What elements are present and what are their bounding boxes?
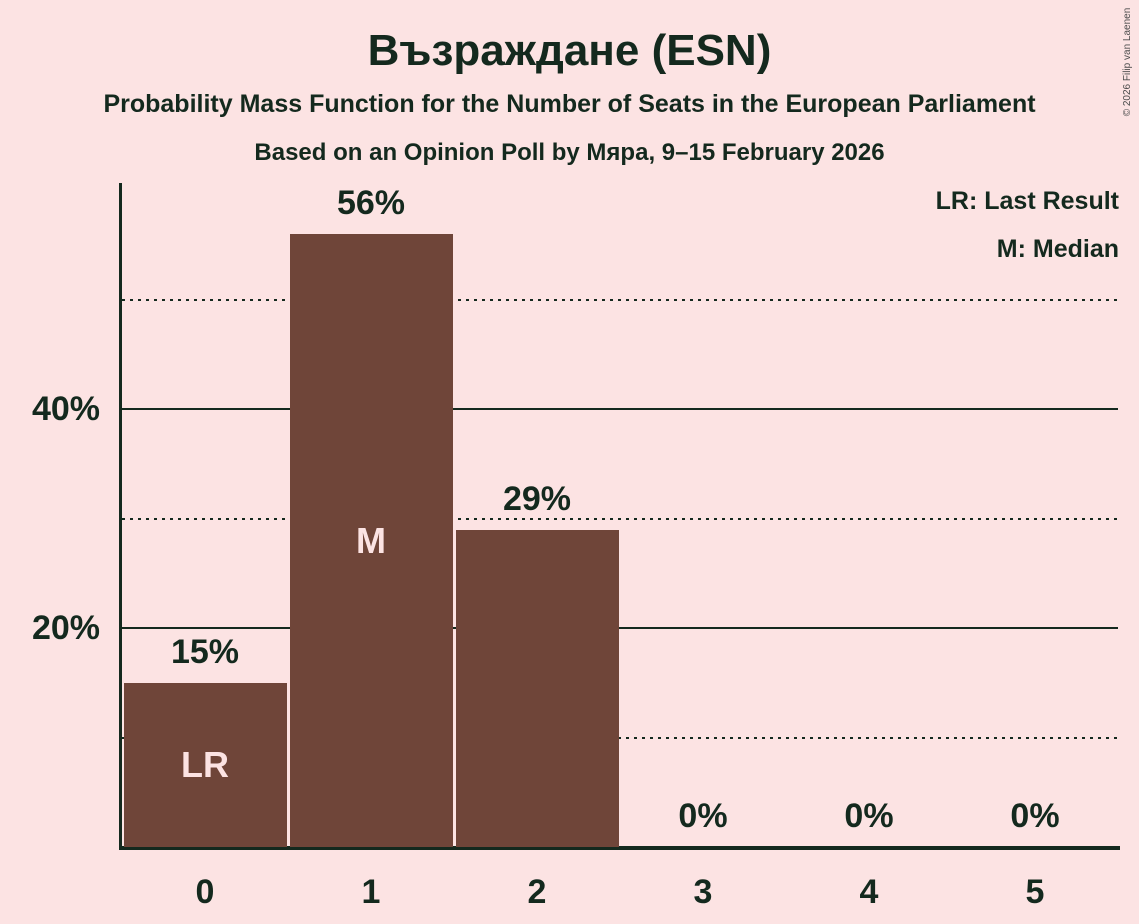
y-tick-label-40pct: 40%	[31, 390, 100, 429]
bar-2-seats	[455, 530, 619, 847]
copyright-notice: © 2026 Filip van Laenen	[1122, 7, 1133, 117]
y-axis-line	[119, 183, 122, 850]
bar-value-label-3: 0%	[678, 797, 728, 835]
gridline-10pct	[122, 736, 1118, 739]
bar-annotation-m: M	[356, 519, 386, 561]
bar-annotation-lr: LR	[181, 744, 229, 785]
bar-value-label-4: 0%	[844, 797, 894, 835]
bar-0-seats	[123, 683, 287, 847]
gridline-20pct	[122, 627, 1118, 630]
x-tick-label-3: 3	[693, 873, 713, 911]
x-tick-label-1: 1	[361, 873, 381, 911]
bar-value-label-1: 56%	[336, 184, 406, 222]
subtitle-pmf: Probability Mass Function for the Number…	[103, 90, 1036, 118]
x-tick-label-2: 2	[527, 873, 547, 911]
gridline-40pct	[122, 408, 1118, 411]
bar-1-seats	[289, 234, 453, 847]
gridline-30pct	[122, 517, 1118, 520]
bar-value-label-0: 15%	[170, 633, 240, 671]
bar-value-label-2: 29%	[502, 480, 572, 518]
x-axis-line	[119, 846, 1120, 850]
x-tick-label-0: 0	[195, 873, 215, 911]
subtitle-poll: Based on an Opinion Poll by Мяра, 9–15 F…	[254, 139, 885, 166]
gridline-50pct	[122, 299, 1118, 302]
plot-area	[122, 183, 1118, 847]
bar-value-label-5: 0%	[1010, 797, 1060, 835]
x-tick-label-4: 4	[859, 873, 879, 911]
legend-median: M: Median	[996, 235, 1119, 263]
page-title: Възраждане (ESN)	[367, 26, 772, 75]
x-tick-label-5: 5	[1025, 873, 1045, 911]
y-tick-label-20pct: 20%	[31, 609, 100, 648]
legend: LR: Last Result M: Median	[936, 186, 1119, 264]
legend-last-result: LR: Last Result	[935, 187, 1119, 215]
